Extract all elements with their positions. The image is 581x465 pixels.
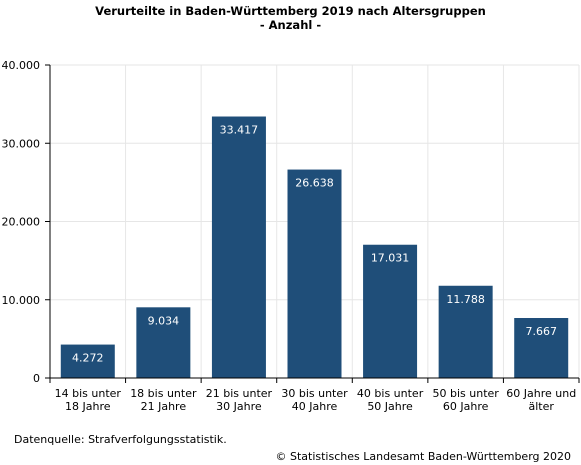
x-tick-label: 30 bis unter: [281, 387, 348, 400]
data-source-note: Datenquelle: Strafverfolgungsstatistik.: [14, 433, 227, 446]
data-label: 11.788: [446, 293, 485, 306]
y-tick-label: 10.000: [2, 294, 41, 307]
y-tick-label: 40.000: [2, 59, 41, 72]
data-label: 26.638: [295, 177, 334, 190]
y-tick-label: 30.000: [2, 137, 41, 150]
x-tick-label: 50 bis unter: [432, 387, 499, 400]
data-label: 7.667: [525, 325, 557, 338]
x-tick-label: 30 Jahre: [216, 400, 262, 413]
x-tick-label: 21 Jahre: [141, 400, 187, 413]
y-tick-label: 0: [33, 372, 40, 385]
copyright-note: © Statistisches Landesamt Baden-Württemb…: [275, 450, 571, 463]
x-tick-label: 18 bis unter: [130, 387, 197, 400]
x-tick-label: 40 bis unter: [357, 387, 424, 400]
bar: [287, 169, 342, 378]
data-label: 33.417: [220, 124, 259, 137]
chart-subtitle: - Anzahl -: [259, 18, 322, 32]
bar: [211, 116, 266, 379]
bar: [136, 307, 191, 378]
x-tick-label: 14 bis unter: [55, 387, 122, 400]
x-tick-label: 18 Jahre: [65, 400, 111, 413]
x-tick-label: 21 bis unter: [206, 387, 273, 400]
data-label: 9.034: [148, 314, 180, 327]
chart-title: Verurteilte in Baden-Württemberg 2019 na…: [95, 4, 486, 18]
data-label: 4.272: [72, 352, 104, 365]
bar: [60, 344, 115, 378]
data-label: 17.031: [371, 252, 410, 265]
x-tick-label: 60 Jahre und: [506, 387, 576, 400]
bar: [363, 244, 418, 378]
x-tick-label: 50 Jahre: [367, 400, 413, 413]
bar: [514, 318, 569, 378]
x-tick-label: 60 Jahre: [443, 400, 489, 413]
x-tick-label: 40 Jahre: [292, 400, 338, 413]
x-tick-label: älter: [529, 400, 555, 413]
bar: [438, 285, 493, 378]
y-tick-label: 20.000: [2, 216, 41, 229]
